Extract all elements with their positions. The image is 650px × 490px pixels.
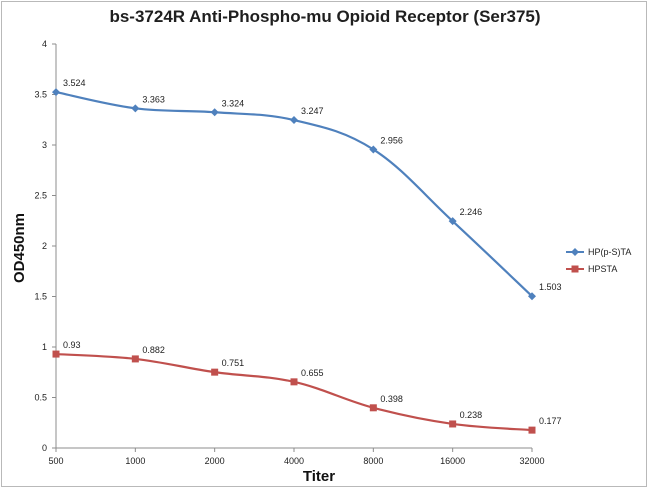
series-1 (52, 88, 536, 301)
data-label: 0.238 (460, 410, 483, 420)
data-point (52, 88, 60, 97)
data-point (52, 350, 60, 358)
x-tick-label: 16000 (440, 456, 465, 466)
y-tick-label: 3 (42, 140, 47, 150)
data-label: 1.503 (539, 282, 562, 292)
data-label: 0.655 (301, 368, 324, 378)
data-point (131, 355, 139, 363)
data-point (448, 217, 457, 226)
x-tick-label: 8000 (363, 456, 383, 466)
data-point (449, 420, 457, 428)
y-axis-title: OD450nm (11, 213, 28, 283)
y-tick-labels: 0 0.5 1 1.5 2 2.5 3 3.5 4 (34, 39, 47, 453)
data-point (571, 248, 579, 256)
x-tick-label: 32000 (519, 456, 544, 466)
data-point (528, 426, 536, 434)
data-label: 0.177 (539, 416, 562, 426)
data-label: 0.93 (63, 340, 81, 350)
data-point (528, 292, 536, 301)
data-label: 2.246 (460, 207, 483, 217)
y-tick-label: 0 (42, 443, 47, 453)
series-2 (52, 350, 536, 434)
data-label: 3.247 (301, 106, 324, 116)
data-point (369, 404, 377, 412)
y-tick-label: 2 (42, 241, 47, 251)
data-label: 0.751 (222, 358, 245, 368)
y-tick-label: 4 (42, 39, 47, 49)
x-tick-label: 500 (48, 456, 63, 466)
data-point (210, 108, 219, 117)
data-label: 0.882 (142, 345, 165, 355)
x-tick-label: 2000 (205, 456, 225, 466)
legend-label: HP(p-S)TA (588, 247, 631, 257)
data-point (290, 116, 298, 125)
legend: HP(p-S)TA HPSTA (566, 247, 631, 274)
data-point (211, 368, 219, 376)
series-lines (52, 88, 536, 434)
data-label: 3.524 (63, 78, 86, 88)
data-label: 2.956 (380, 135, 403, 145)
legend-label: HPSTA (588, 264, 617, 274)
data-point (571, 265, 579, 273)
x-tick-label: 1000 (125, 456, 145, 466)
data-point (290, 378, 298, 386)
y-tick-label: 2.5 (34, 191, 47, 201)
y-tick-label: 3.5 (34, 90, 47, 100)
x-axis-title: Titer (303, 468, 335, 485)
data-label: 3.324 (222, 98, 245, 108)
data-point (369, 145, 378, 154)
axes (52, 43, 533, 452)
x-tick-labels: 500 1000 2000 4000 8000 16000 32000 (48, 456, 544, 466)
data-label: 0.398 (380, 394, 403, 404)
data-point (131, 104, 140, 113)
data-labels: 3.524 3.363 3.324 3.247 2.956 2.246 1.503 0.93 0… (63, 78, 562, 426)
y-tick-label: 1.5 (34, 292, 47, 302)
x-tick-label: 4000 (284, 456, 304, 466)
y-tick-label: 1 (42, 342, 47, 352)
data-label: 3.363 (142, 94, 165, 104)
y-tick-label: 0.5 (34, 393, 47, 403)
chart-title: bs-3724R Anti-Phospho-mu Opioid Receptor… (109, 7, 541, 26)
